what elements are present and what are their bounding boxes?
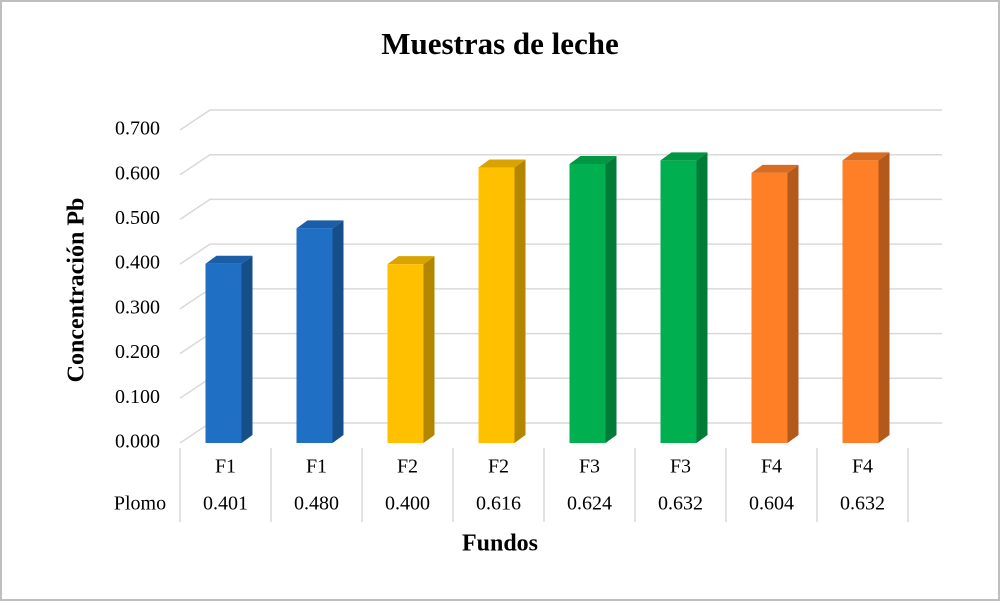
legend-entry: Plomo (114, 493, 166, 515)
x-tick-label: F4 (761, 456, 782, 478)
bar-side (241, 255, 253, 443)
x-tick-label: F3 (579, 456, 600, 478)
y-axis-title: Concentración Pb (64, 198, 90, 383)
bar-top (387, 256, 435, 265)
data-label: 0.632 (658, 493, 703, 515)
y-tick-label: 0.200 (115, 341, 160, 363)
x-tick-label: F2 (397, 456, 418, 478)
bar (387, 256, 435, 443)
bar-top (205, 255, 253, 264)
bar-top (751, 164, 799, 173)
data-label: 0.400 (385, 493, 430, 515)
y-tick-label: 0.000 (115, 431, 160, 453)
bar-top (569, 155, 617, 164)
bar-top (296, 220, 344, 229)
bar-front (387, 264, 424, 443)
data-label: 0.632 (840, 493, 885, 515)
y-tick-label: 0.700 (115, 118, 160, 140)
bar-side (696, 152, 708, 444)
bar (660, 152, 708, 444)
x-tick-label: F1 (215, 456, 236, 478)
bar-front (205, 263, 242, 443)
data-label: 0.604 (749, 493, 794, 515)
bar-side (787, 164, 799, 443)
data-label: 0.616 (476, 493, 521, 515)
y-tick-label: 0.600 (115, 162, 160, 184)
x-tick-label: F2 (488, 456, 509, 478)
bar-side (423, 256, 435, 443)
bar-front (296, 228, 333, 443)
bar-side (605, 155, 617, 444)
bar-top (660, 152, 708, 161)
bar (569, 155, 617, 444)
y-tick-label: 0.300 (115, 296, 160, 318)
x-axis-title: Fundos (462, 531, 538, 557)
bar-top (842, 152, 890, 161)
bar-side (514, 159, 526, 443)
data-label: 0.624 (567, 493, 612, 515)
bar (842, 152, 890, 444)
grid-line (179, 109, 942, 131)
data-label: 0.401 (203, 493, 248, 515)
bar (751, 164, 799, 443)
bar-front (478, 167, 515, 443)
bar-top (478, 159, 526, 168)
bar (478, 159, 526, 443)
bar-front (842, 160, 879, 444)
x-tick-label: F1 (306, 456, 327, 478)
data-label: 0.480 (294, 493, 339, 515)
bar-front (660, 160, 697, 444)
bar-side (878, 152, 890, 444)
x-tick-label: F3 (670, 456, 691, 478)
chart-title: Muestras de leche (381, 26, 619, 61)
y-tick-label: 0.500 (115, 207, 160, 229)
bar (296, 220, 344, 443)
bar-front (569, 163, 606, 444)
bar-front (751, 172, 788, 443)
bar-side (332, 220, 344, 443)
y-tick-label: 0.400 (115, 252, 160, 274)
x-tick-label: F4 (852, 456, 873, 478)
bar (205, 255, 253, 443)
y-tick-label: 0.100 (115, 386, 160, 408)
